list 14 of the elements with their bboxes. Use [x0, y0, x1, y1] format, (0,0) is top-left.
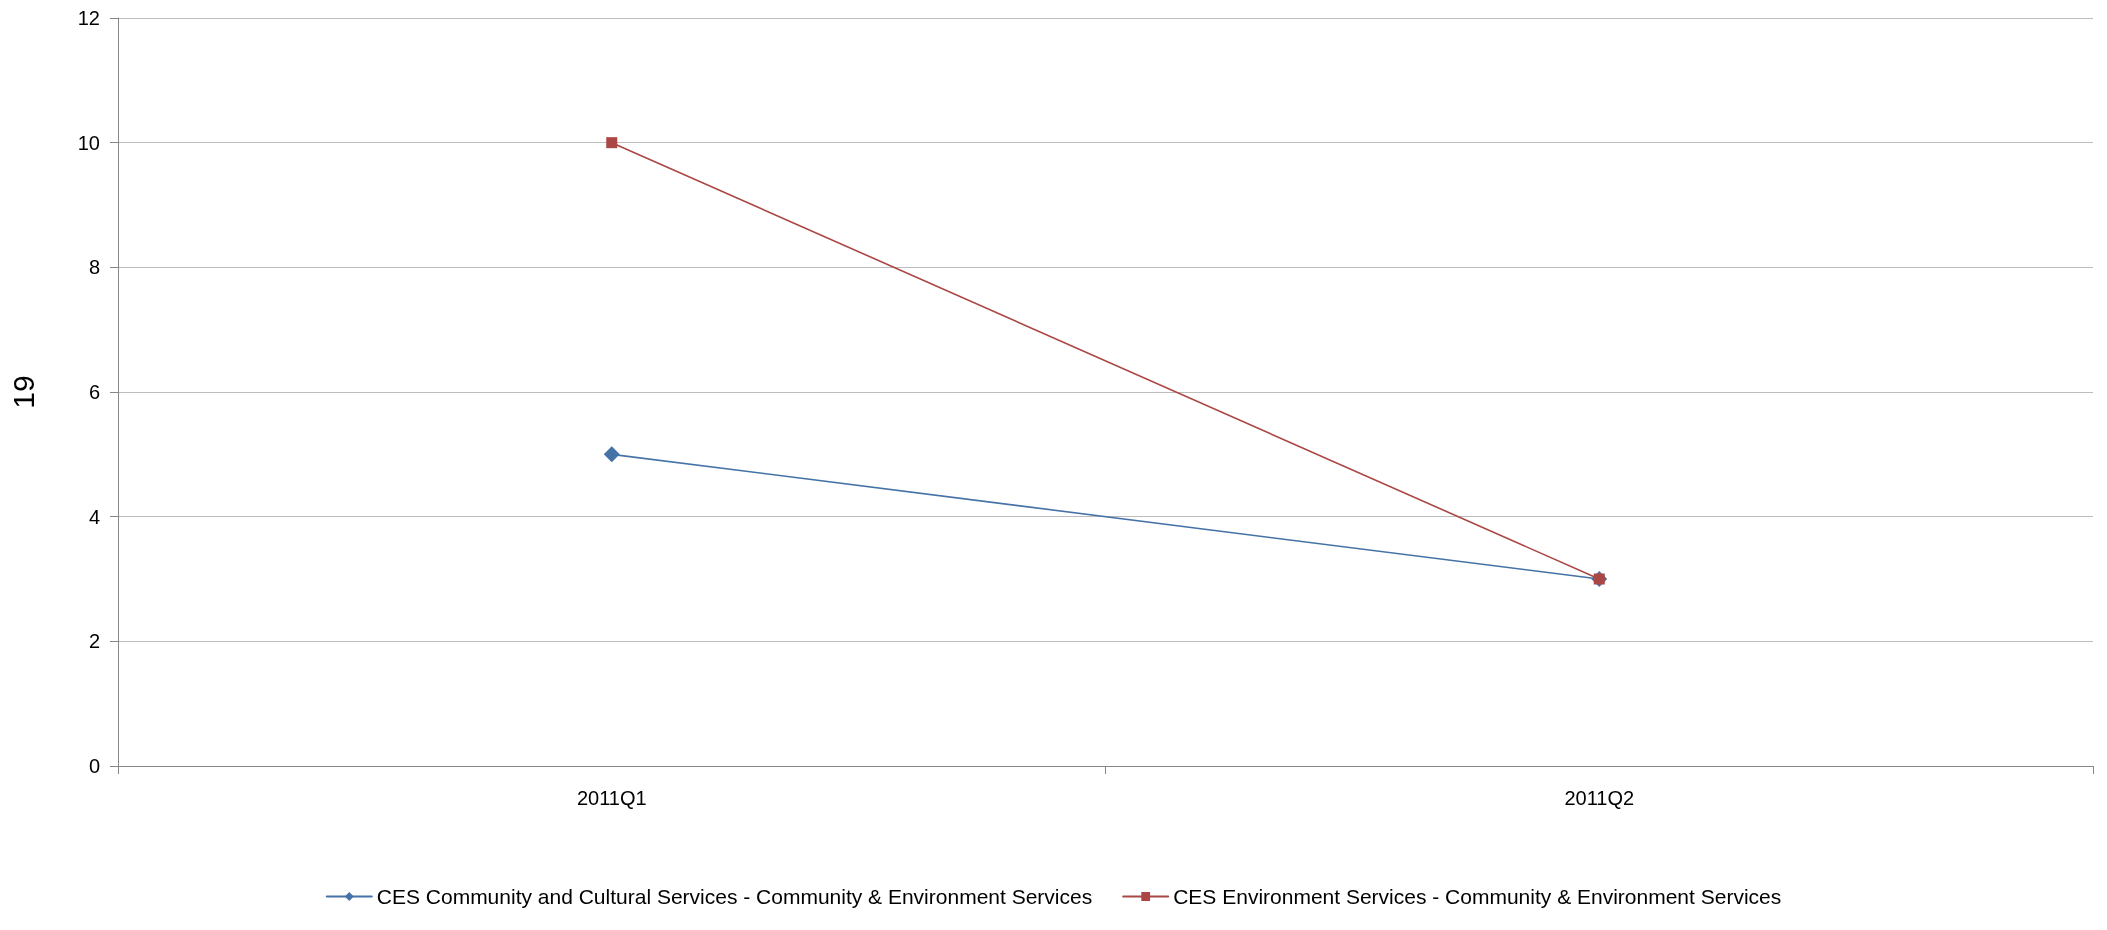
y-tick-label: 8: [88, 256, 100, 279]
point: [603, 446, 620, 463]
y-axis-title: 19: [6, 375, 40, 409]
y-tick-label: 0: [88, 755, 100, 777]
y-tick-label: 12: [77, 7, 100, 29]
legend-label: CES Community and Cultural Services - Community & Environment Services: [376, 885, 1093, 908]
point: [606, 137, 618, 149]
y-tick-label: 2: [88, 630, 100, 653]
y-tick-label: 4: [88, 505, 100, 528]
x-tick-label: 2011Q2: [1564, 787, 1635, 809]
y-tick-label: 10: [77, 131, 100, 154]
x-tick-label: 2011Q1: [576, 787, 647, 809]
y-tick-label: 6: [88, 381, 100, 403]
legend-label: CES Environment Services - Community & Environment Services: [1173, 885, 1782, 908]
